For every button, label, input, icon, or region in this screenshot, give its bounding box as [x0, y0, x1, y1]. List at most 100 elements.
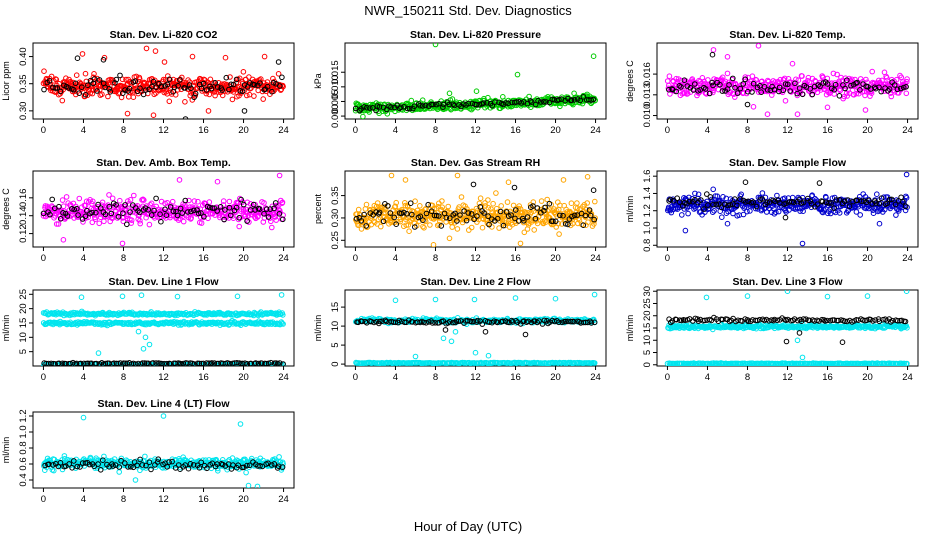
- data-point: [420, 223, 426, 230]
- y-tick-label: 0.010: [642, 104, 653, 128]
- points: [40, 292, 286, 366]
- data-point: [873, 200, 879, 206]
- data-point: [807, 86, 814, 92]
- data-point: [358, 218, 365, 224]
- data-point: [160, 76, 167, 83]
- data-point: [93, 209, 99, 216]
- data-point: [504, 199, 511, 205]
- data-point: [537, 99, 544, 105]
- data-point: [750, 199, 757, 205]
- y-tick-label: 1.2: [642, 204, 653, 217]
- data-point: [723, 210, 730, 216]
- y-tick-label: 5: [18, 349, 29, 354]
- data-point: [402, 177, 409, 183]
- data-point: [489, 216, 495, 222]
- data-point: [536, 318, 542, 324]
- panel-title: Stan. Dev. Line 1 Flow: [108, 276, 219, 288]
- data-point: [799, 73, 805, 79]
- data-point: [724, 220, 731, 227]
- data-point: [205, 108, 212, 114]
- data-point: [151, 207, 157, 214]
- data-point: [76, 90, 82, 96]
- data-point: [742, 74, 749, 80]
- data-point: [161, 360, 167, 366]
- data-point: [874, 191, 880, 197]
- data-point: [705, 77, 711, 83]
- data-point: [744, 101, 751, 108]
- data-point: [872, 85, 879, 92]
- data-point: [251, 82, 258, 88]
- data-point: [761, 84, 768, 90]
- x-tick-label: 20: [238, 125, 249, 136]
- data-point: [738, 191, 745, 198]
- data-point: [552, 218, 559, 225]
- data-point: [406, 228, 412, 234]
- data-point: [255, 360, 262, 366]
- data-point: [587, 212, 594, 219]
- x-tick-label: 0: [353, 253, 358, 264]
- data-point: [388, 104, 394, 110]
- data-point: [775, 197, 782, 203]
- data-point: [465, 210, 472, 216]
- data-point: [503, 100, 509, 106]
- data-point: [482, 329, 489, 335]
- data-point: [591, 360, 598, 366]
- data-point: [508, 212, 514, 218]
- data-point: [753, 203, 760, 210]
- data-point: [157, 211, 163, 217]
- data-point: [717, 81, 723, 88]
- data-point: [799, 240, 806, 247]
- x-tick-label: 8: [745, 372, 750, 383]
- data-point: [244, 92, 250, 99]
- y-tick-label: 1.4: [642, 187, 653, 200]
- points: [40, 172, 286, 247]
- y-tick-label: 25: [642, 298, 653, 309]
- y-tick-label: 0.000: [330, 104, 341, 128]
- x-tick-label: 8: [121, 125, 126, 136]
- data-point: [833, 197, 840, 203]
- data-point: [888, 196, 895, 203]
- data-point: [56, 360, 62, 366]
- data-point: [153, 84, 159, 90]
- x-tick-label: 16: [510, 372, 521, 383]
- figure-xlabel: Hour of Day (UTC): [414, 519, 522, 534]
- data-point: [726, 82, 732, 88]
- data-point: [842, 85, 848, 92]
- data-point: [392, 203, 399, 210]
- x-tick-label: 4: [81, 253, 86, 264]
- data-point: [425, 201, 432, 208]
- data-point: [261, 200, 267, 206]
- data-point: [904, 78, 910, 85]
- data-point: [89, 209, 95, 216]
- data-point: [89, 201, 95, 207]
- data-point: [227, 74, 233, 80]
- data-point: [388, 219, 394, 226]
- x-tick-label: 4: [705, 253, 710, 264]
- y-tick-label: 10: [18, 332, 29, 343]
- data-point: [219, 92, 226, 99]
- y-tick-label: 0: [330, 361, 341, 366]
- data-point: [574, 200, 580, 206]
- data-point: [101, 218, 107, 225]
- data-point: [846, 203, 853, 209]
- data-point: [488, 206, 494, 212]
- data-point: [123, 207, 129, 213]
- data-point: [428, 208, 435, 214]
- data-point: [884, 75, 890, 81]
- data-point: [485, 204, 492, 211]
- data-point: [397, 218, 404, 225]
- data-point: [532, 215, 539, 222]
- data-point: [369, 105, 376, 111]
- data-point: [854, 79, 860, 86]
- data-point: [85, 82, 91, 88]
- data-point: [524, 214, 531, 220]
- data-point: [485, 197, 491, 203]
- data-point: [870, 210, 877, 216]
- data-point: [191, 198, 198, 204]
- data-point: [230, 81, 237, 88]
- data-point: [409, 211, 415, 218]
- data-point: [510, 202, 517, 209]
- data-point: [439, 204, 446, 210]
- data-point: [849, 76, 855, 83]
- data-point: [557, 212, 563, 219]
